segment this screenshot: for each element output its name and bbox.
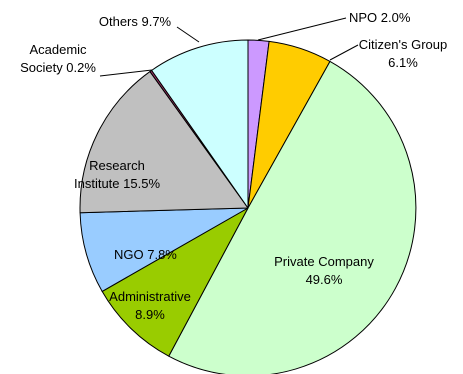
leader-line-npo — [257, 17, 347, 41]
label-citizen-s-group: Citizen's Group 6.1% — [359, 37, 447, 70]
leader-line-others — [176, 26, 200, 43]
label-line: 49.6% — [306, 272, 343, 287]
label-line: 8.9% — [135, 307, 165, 322]
label-others: Others 9.7% — [99, 14, 172, 29]
slice-administrative — [101, 207, 249, 357]
label-line: Others 9.7% — [99, 14, 172, 29]
label-line: 6.1% — [388, 55, 418, 70]
leader-lines — [99, 17, 359, 77]
slice-labels: NPO 2.0% Citizen's Group 6.1% Private Compa… — [20, 10, 447, 322]
label-line: Society 0.2% — [20, 60, 96, 75]
label-line: Academic — [29, 42, 87, 57]
label-research-institute: Research Institute 15.5% — [74, 158, 160, 191]
label-line: NGO 7.8% — [114, 247, 177, 262]
leader-line-academic-society — [99, 69, 153, 77]
label-line: NPO 2.0% — [349, 10, 411, 25]
label-administrative: Administrative 8.9% — [109, 289, 191, 322]
label-line: Citizen's Group — [359, 37, 447, 52]
label-line: Private Company — [274, 254, 374, 269]
slice-research-institute — [79, 71, 249, 214]
label-line: Research — [89, 158, 145, 173]
pie-slices — [79, 39, 417, 374]
label-line: Administrative — [109, 289, 191, 304]
label-line: Institute 15.5% — [74, 176, 160, 191]
slice-private-company — [168, 60, 417, 374]
leader-line-citizen-s-group — [329, 44, 359, 61]
label-ngo: NGO 7.8% — [114, 247, 177, 262]
label-private-company: Private Company 49.6% — [274, 254, 374, 287]
label-academic-society: Academic Society 0.2% — [20, 42, 96, 75]
slice-others — [151, 39, 249, 209]
label-npo: NPO 2.0% — [349, 10, 411, 25]
